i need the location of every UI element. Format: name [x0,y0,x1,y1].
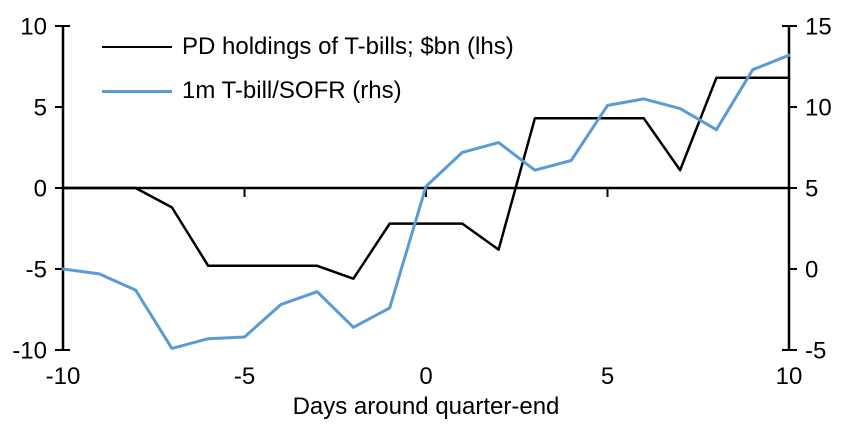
series-line-pd-holdings [61,76,791,280]
legend-line-swatch-black [102,46,172,48]
legend-line-swatch-blue [102,89,172,93]
x-tick-label: 0 [419,363,432,390]
y-axis-right-tick-label: -5 [805,338,826,365]
x-tick-label: -5 [234,363,255,390]
y-axis-left: -10 -5 0 5 10 [12,14,70,365]
y-axis-right-labels: -5 0 5 10 15 [805,14,832,365]
y-axis-right-tick-label: 10 [805,95,832,122]
x-tick-label: 5 [601,363,614,390]
series-lines [61,53,791,350]
y-axis-right-tick-label: 5 [805,176,818,203]
y-axis-left-ticks [55,25,70,351]
x-tick-label: 10 [776,363,803,390]
y-axis-left-labels: -10 -5 0 5 10 [12,14,47,365]
series-line-tbill-sofr [61,53,791,350]
x-axis: -10 -5 0 5 10 [46,186,803,390]
y-axis-right: -5 0 5 10 15 [782,14,832,365]
legend: PD holdings of T-bills; $bn (lhs) 1m T-b… [102,33,514,105]
y-axis-right-tick-label: 15 [805,14,832,41]
y-axis-left-tick-label: -10 [12,338,47,365]
x-axis-labels: -10 -5 0 5 10 [46,363,803,390]
x-axis-title: Days around quarter-end [292,393,560,420]
y-axis-right-tick-label: 0 [805,257,818,284]
y-axis-left-tick-label: 5 [34,95,47,122]
legend-item-pd-holdings: PD holdings of T-bills; $bn (lhs) [102,33,514,61]
y-axis-left-tick-label: 10 [20,14,47,41]
y-axis-left-tick-label: 0 [34,176,47,203]
y-axis-left-tick-label: -5 [26,257,47,284]
legend-label: PD holdings of T-bills; $bn (lhs) [182,33,514,60]
x-tick-label: -10 [46,363,81,390]
y-axis-right-ticks [782,25,797,351]
legend-item-tbill-sofr: 1m T-bill/SOFR (rhs) [102,77,514,105]
legend-label: 1m T-bill/SOFR (rhs) [182,77,402,104]
